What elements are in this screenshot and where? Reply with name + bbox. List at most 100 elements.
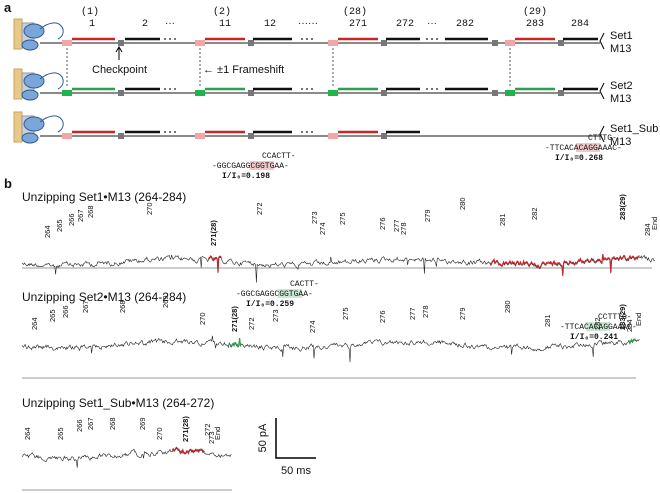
spacer — [118, 90, 124, 96]
peak-label: 280 — [503, 300, 512, 313]
template-label: M13 — [610, 43, 631, 55]
peak-label: 283(29) — [618, 194, 627, 220]
dot — [169, 88, 171, 90]
spacer — [381, 90, 387, 96]
peak-label: 264 — [23, 427, 32, 440]
spacer — [492, 40, 498, 46]
peak-label: 264 — [43, 225, 52, 238]
block — [62, 90, 72, 96]
current-ratio: I/I₀=0.268 — [555, 154, 603, 163]
construct-marker: (1) — [81, 6, 99, 18]
highlight-trace — [207, 254, 222, 273]
membrane — [13, 18, 23, 50]
peak-label: 277 — [408, 307, 417, 320]
current-trace — [21, 254, 655, 283]
segment-number: 283 — [526, 19, 544, 30]
ellipsis: ······ — [298, 18, 318, 29]
motor — [21, 132, 39, 144]
inserted-sequence: CCACTT- — [262, 152, 296, 161]
peak-label: 282 — [593, 317, 602, 330]
spacer — [248, 133, 254, 139]
peak-label: 267 — [76, 209, 85, 222]
spacer — [381, 40, 387, 46]
scale-current: 50 pA — [257, 423, 269, 452]
peak-label: 278 — [399, 222, 408, 235]
peak-label: 282 — [530, 207, 539, 220]
sequence-highlight — [278, 289, 302, 298]
dot — [301, 88, 303, 90]
peak-label: 269 — [138, 417, 147, 430]
peak-label: 271(28) — [209, 220, 218, 246]
checkpoint-arrowhead — [115, 46, 123, 53]
peak-label: 267 — [81, 300, 90, 313]
peak-label: 270 — [198, 312, 207, 325]
strand-loop — [39, 115, 64, 133]
strand-loop — [39, 72, 64, 90]
block — [62, 40, 72, 46]
current-trace — [21, 335, 640, 363]
dot — [169, 38, 171, 40]
sequence: -GGCGAGGCGGTGAA- — [236, 290, 313, 299]
peak-label: End — [650, 217, 659, 230]
dot — [164, 131, 166, 133]
segment-number: 272 — [396, 19, 414, 30]
sequence: -GGCGAGGCGGTGAA- — [212, 162, 289, 171]
bracket — [599, 125, 605, 143]
motor — [23, 73, 45, 89]
block — [505, 90, 515, 96]
peak-label: 279 — [423, 209, 432, 222]
peak-label: 284 — [643, 223, 652, 236]
segment-number: 2 — [142, 19, 148, 30]
trace-title: Unzipping Set1_Sub•M13 (264-272) — [22, 396, 214, 410]
peak-label: 281 — [543, 314, 552, 327]
peak-label: 264 — [30, 317, 39, 330]
block — [505, 40, 515, 46]
peak-label: 274 — [308, 320, 317, 333]
spacer — [558, 40, 564, 46]
dot — [301, 131, 303, 133]
peak-label: 271(28) — [230, 306, 239, 332]
peak-label: 278 — [421, 305, 430, 318]
peak-label: 265 — [48, 309, 57, 322]
current-ratio: I/I₀=0.198 — [222, 172, 270, 181]
ellipsis: ··· — [427, 18, 437, 29]
peak-label: 272 — [255, 202, 264, 215]
peak-label: 268 — [86, 205, 95, 218]
peak-label: 284 — [625, 319, 634, 332]
construct-marker: (29) — [523, 6, 547, 18]
highlight-trace — [229, 338, 242, 348]
spacer — [492, 90, 498, 96]
sequence-highlight — [576, 143, 600, 152]
spacer — [558, 90, 564, 96]
peak-label: 270 — [145, 202, 154, 215]
dot — [436, 38, 438, 40]
panel-label: a — [4, 0, 12, 15]
segment-number: 284 — [571, 19, 589, 30]
highlight-trace — [171, 446, 205, 455]
block — [195, 133, 205, 139]
dot — [426, 38, 428, 40]
peak-label: 266 — [75, 419, 84, 432]
dot — [306, 38, 308, 40]
dot — [431, 88, 433, 90]
segment-number: 11 — [219, 19, 231, 30]
sequence: -TTCACACAGGAAAC- — [560, 323, 637, 332]
peak-label: End — [213, 427, 222, 440]
segment-number: 271 — [349, 19, 367, 30]
spacer — [381, 133, 387, 139]
highlight-trace — [489, 254, 640, 276]
strand-loop — [39, 22, 64, 40]
peak-label: 265 — [56, 427, 65, 440]
dot — [306, 131, 308, 133]
inserted-sequence: CACTT- — [290, 280, 319, 289]
strand-label: Set1 — [610, 30, 633, 42]
block — [328, 90, 338, 96]
peak-label: 275 — [338, 212, 347, 225]
peak-label: 281 — [498, 213, 507, 226]
peak-label: 274 — [318, 222, 327, 235]
peak-label: 269 — [161, 295, 170, 308]
motor — [21, 39, 39, 51]
highlight-trace — [628, 338, 636, 345]
block — [62, 133, 72, 139]
